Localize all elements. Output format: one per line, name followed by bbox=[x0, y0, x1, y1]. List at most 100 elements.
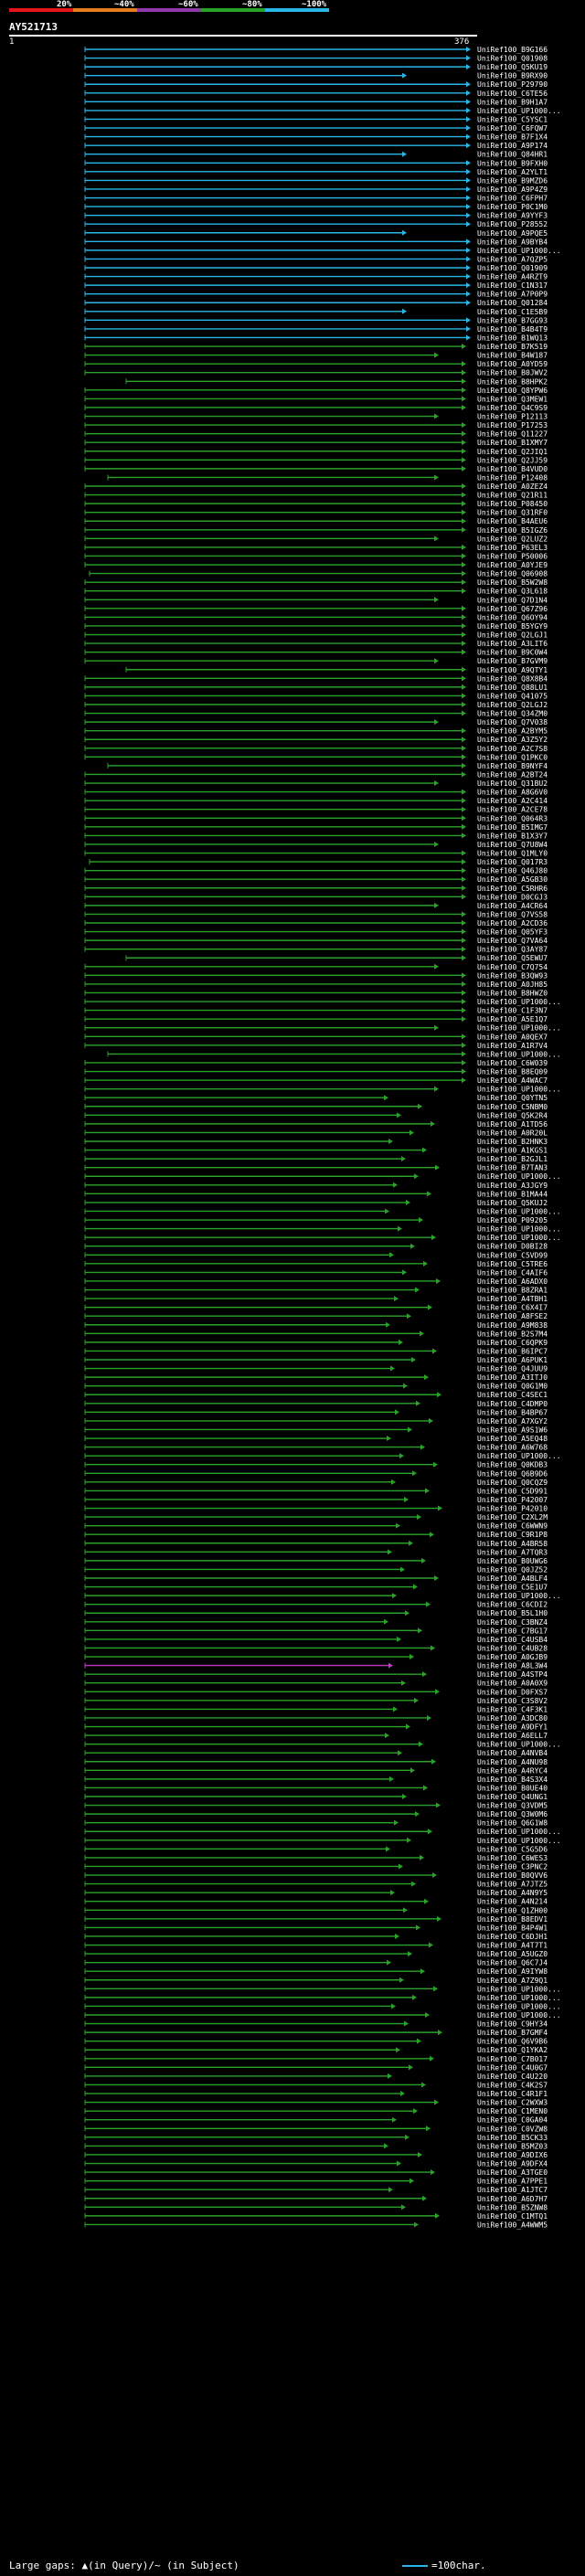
hit-label[interactable]: UniRef100_B2S7M4 bbox=[477, 1330, 548, 1338]
hit-label[interactable]: UniRef100_B4W187 bbox=[477, 352, 548, 360]
hit-label[interactable]: UniRef100_Q06908 bbox=[477, 570, 548, 578]
hit-label[interactable]: UniRef100_A2C414 bbox=[477, 797, 548, 805]
hit-label[interactable]: UniRef100_UP1000... bbox=[477, 1086, 561, 1094]
hit-label[interactable]: UniRef100_A2YLT1 bbox=[477, 168, 548, 176]
hit-label[interactable]: UniRef100_C4USB4 bbox=[477, 1636, 548, 1644]
hit-label[interactable]: UniRef100_Q21R11 bbox=[477, 492, 548, 500]
hit-label[interactable]: UniRef100_B7TAN3 bbox=[477, 1164, 548, 1172]
hit-label[interactable]: UniRef100_Q4JUU9 bbox=[477, 1365, 548, 1373]
hit-label[interactable]: UniRef100_A2BT24 bbox=[477, 770, 548, 779]
hit-label[interactable]: UniRef100_Q7VS58 bbox=[477, 910, 548, 918]
hit-label[interactable]: UniRef100_B4VUD0 bbox=[477, 465, 548, 473]
hit-label[interactable]: UniRef100_UP1000... bbox=[477, 1837, 561, 1845]
hit-label[interactable]: UniRef100_Q064R3 bbox=[477, 814, 548, 822]
hit-label[interactable]: UniRef100_C3PNC2 bbox=[477, 1862, 548, 1871]
hit-label[interactable]: UniRef100_A7QZP5 bbox=[477, 255, 548, 263]
hit-label[interactable]: UniRef100_D0BI28 bbox=[477, 1243, 548, 1251]
hit-label[interactable]: UniRef100_A2CE78 bbox=[477, 806, 548, 814]
hit-label[interactable]: UniRef100_C6WWN9 bbox=[477, 1522, 548, 1531]
hit-label[interactable]: UniRef100_Q01284 bbox=[477, 299, 548, 307]
hit-label[interactable]: UniRef100_B5IMG7 bbox=[477, 823, 548, 832]
hit-label[interactable]: UniRef100_P63EL3 bbox=[477, 544, 548, 552]
hit-label[interactable]: UniRef100_UP1000... bbox=[477, 1592, 561, 1600]
hit-label[interactable]: UniRef100_C9HY34 bbox=[477, 2020, 548, 2029]
hit-label[interactable]: UniRef100_A9S1W6 bbox=[477, 1426, 548, 1434]
hit-label[interactable]: UniRef100_B9FXH0 bbox=[477, 159, 548, 167]
hit-label[interactable]: UniRef100_A9P174 bbox=[477, 142, 548, 150]
hit-label[interactable]: UniRef100_A4RYC4 bbox=[477, 1766, 548, 1775]
hit-label[interactable]: UniRef100_A0JH85 bbox=[477, 981, 548, 989]
hit-label[interactable]: UniRef100_Q2LGJ2 bbox=[477, 701, 548, 709]
hit-label[interactable]: UniRef100_A7PPE1 bbox=[477, 2178, 548, 2186]
hit-label[interactable]: UniRef100_Q6OY94 bbox=[477, 613, 548, 621]
hit-label[interactable]: UniRef100_C4F3K1 bbox=[477, 1705, 548, 1713]
hit-label[interactable]: UniRef100_UP1000... bbox=[477, 1994, 561, 2002]
hit-label[interactable]: UniRef100_A4T7T1 bbox=[477, 1942, 548, 1950]
hit-label[interactable]: UniRef100_C5RHR6 bbox=[477, 885, 548, 893]
hit-label[interactable]: UniRef100_P29790 bbox=[477, 80, 548, 89]
hit-label[interactable]: UniRef100_P42010 bbox=[477, 1505, 548, 1513]
hit-label[interactable]: UniRef100_Q01908 bbox=[477, 55, 548, 63]
hit-label[interactable]: UniRef100_A2CD36 bbox=[477, 919, 548, 928]
hit-label[interactable]: UniRef100_B8ZRA1 bbox=[477, 1287, 548, 1295]
hit-label[interactable]: UniRef100_B5W2W8 bbox=[477, 578, 548, 587]
hit-label[interactable]: UniRef100_P09205 bbox=[477, 1216, 548, 1224]
hit-label[interactable]: UniRef100_Q8YPW6 bbox=[477, 387, 548, 395]
hit-label[interactable]: UniRef100_A4NU98 bbox=[477, 1758, 548, 1766]
hit-label[interactable]: UniRef100_Q2JIQ1 bbox=[477, 448, 548, 456]
hit-label[interactable]: UniRef100_Q4C9S9 bbox=[477, 404, 548, 412]
hit-label[interactable]: UniRef100_A9IYW8 bbox=[477, 1967, 548, 1976]
hit-label[interactable]: UniRef100_C4R1F1 bbox=[477, 2090, 548, 2098]
hit-label[interactable]: UniRef100_B7GG93 bbox=[477, 316, 548, 324]
hit-label[interactable]: UniRef100_Q017R3 bbox=[477, 858, 548, 866]
hit-label[interactable]: UniRef100_A0YJE9 bbox=[477, 561, 548, 569]
hit-label[interactable]: UniRef100_Q41075 bbox=[477, 692, 548, 700]
hit-label[interactable]: UniRef100_A9P4Z9 bbox=[477, 186, 548, 194]
hit-label[interactable]: UniRef100_A0YD59 bbox=[477, 360, 548, 368]
hit-label[interactable]: UniRef100_Q2LGJ1 bbox=[477, 631, 548, 640]
hit-label[interactable]: UniRef100_B0UE40 bbox=[477, 1784, 548, 1792]
hit-label[interactable]: UniRef100_C1E5B9 bbox=[477, 308, 548, 316]
hit-label[interactable]: UniRef100_A1TD56 bbox=[477, 1120, 548, 1129]
hit-label[interactable]: UniRef100_C6FQW7 bbox=[477, 124, 548, 133]
hit-label[interactable]: UniRef100_B9RX90 bbox=[477, 72, 548, 80]
hit-label[interactable]: UniRef100_B8EQ09 bbox=[477, 1068, 548, 1076]
hit-label[interactable]: UniRef100_B7F1X4 bbox=[477, 133, 548, 142]
hit-label[interactable]: UniRef100_C0GA04 bbox=[477, 2116, 548, 2125]
hit-label[interactable]: UniRef100_A5UGZ0 bbox=[477, 1950, 548, 1958]
hit-label[interactable]: UniRef100_C4UB28 bbox=[477, 1644, 548, 1652]
hit-label[interactable]: UniRef100_Q2LUZ2 bbox=[477, 535, 548, 543]
hit-label[interactable]: UniRef100_Q5KUJ2 bbox=[477, 1199, 548, 1207]
hit-label[interactable]: UniRef100_B9MZD6 bbox=[477, 176, 548, 185]
hit-label[interactable]: UniRef100_B2HNK3 bbox=[477, 1138, 548, 1146]
hit-label[interactable]: UniRef100_A4RZT9 bbox=[477, 273, 548, 281]
hit-label[interactable]: UniRef100_A5E1Q7 bbox=[477, 1015, 548, 1023]
hit-label[interactable]: UniRef100_UP1000... bbox=[477, 1225, 561, 1234]
hit-label[interactable]: UniRef100_A3JGY9 bbox=[477, 1182, 548, 1190]
hit-label[interactable]: UniRef100_A4N214 bbox=[477, 1898, 548, 1906]
hit-label[interactable]: UniRef100_A6ADX0 bbox=[477, 1277, 548, 1286]
hit-label[interactable]: UniRef100_A3DC80 bbox=[477, 1714, 548, 1723]
hit-label[interactable]: UniRef100_C5D991 bbox=[477, 1487, 548, 1495]
hit-label[interactable]: UniRef100_A3Z5Y2 bbox=[477, 736, 548, 744]
hit-label[interactable]: UniRef100_A4BLF4 bbox=[477, 1574, 548, 1583]
hit-label[interactable]: UniRef100_UP1000... bbox=[477, 1985, 561, 1993]
hit-label[interactable]: UniRef100_Q6C7J4 bbox=[477, 1959, 548, 1967]
hit-label[interactable]: UniRef100_A4TBH1 bbox=[477, 1295, 548, 1303]
hit-label[interactable]: UniRef100_B5IGZ6 bbox=[477, 526, 548, 535]
hit-label[interactable]: UniRef100_P0C1M0 bbox=[477, 203, 548, 211]
hit-label[interactable]: UniRef100_Q2JJ59 bbox=[477, 456, 548, 464]
hit-label[interactable]: UniRef100_Q46J80 bbox=[477, 867, 548, 875]
hit-label[interactable]: UniRef100_A3LIT6 bbox=[477, 640, 548, 648]
hit-label[interactable]: UniRef100_Q1MLY0 bbox=[477, 850, 548, 858]
hit-label[interactable]: UniRef100_UP1000... bbox=[477, 2002, 561, 2010]
hit-label[interactable]: UniRef100_C6CDI2 bbox=[477, 1601, 548, 1609]
hit-label[interactable]: UniRef100_P08450 bbox=[477, 500, 548, 508]
hit-label[interactable]: UniRef100_Q0JZ52 bbox=[477, 1565, 548, 1574]
hit-label[interactable]: UniRef100_A9YYF3 bbox=[477, 212, 548, 220]
hit-label[interactable]: UniRef100_UP1000... bbox=[477, 1172, 561, 1181]
hit-label[interactable]: UniRef100_C9R1P8 bbox=[477, 1531, 548, 1539]
hit-label[interactable]: UniRef100_A8FSE2 bbox=[477, 1312, 548, 1320]
hit-label[interactable]: UniRef100_C6QPK9 bbox=[477, 1339, 548, 1347]
hit-label[interactable]: UniRef100_B4AEU6 bbox=[477, 517, 548, 525]
